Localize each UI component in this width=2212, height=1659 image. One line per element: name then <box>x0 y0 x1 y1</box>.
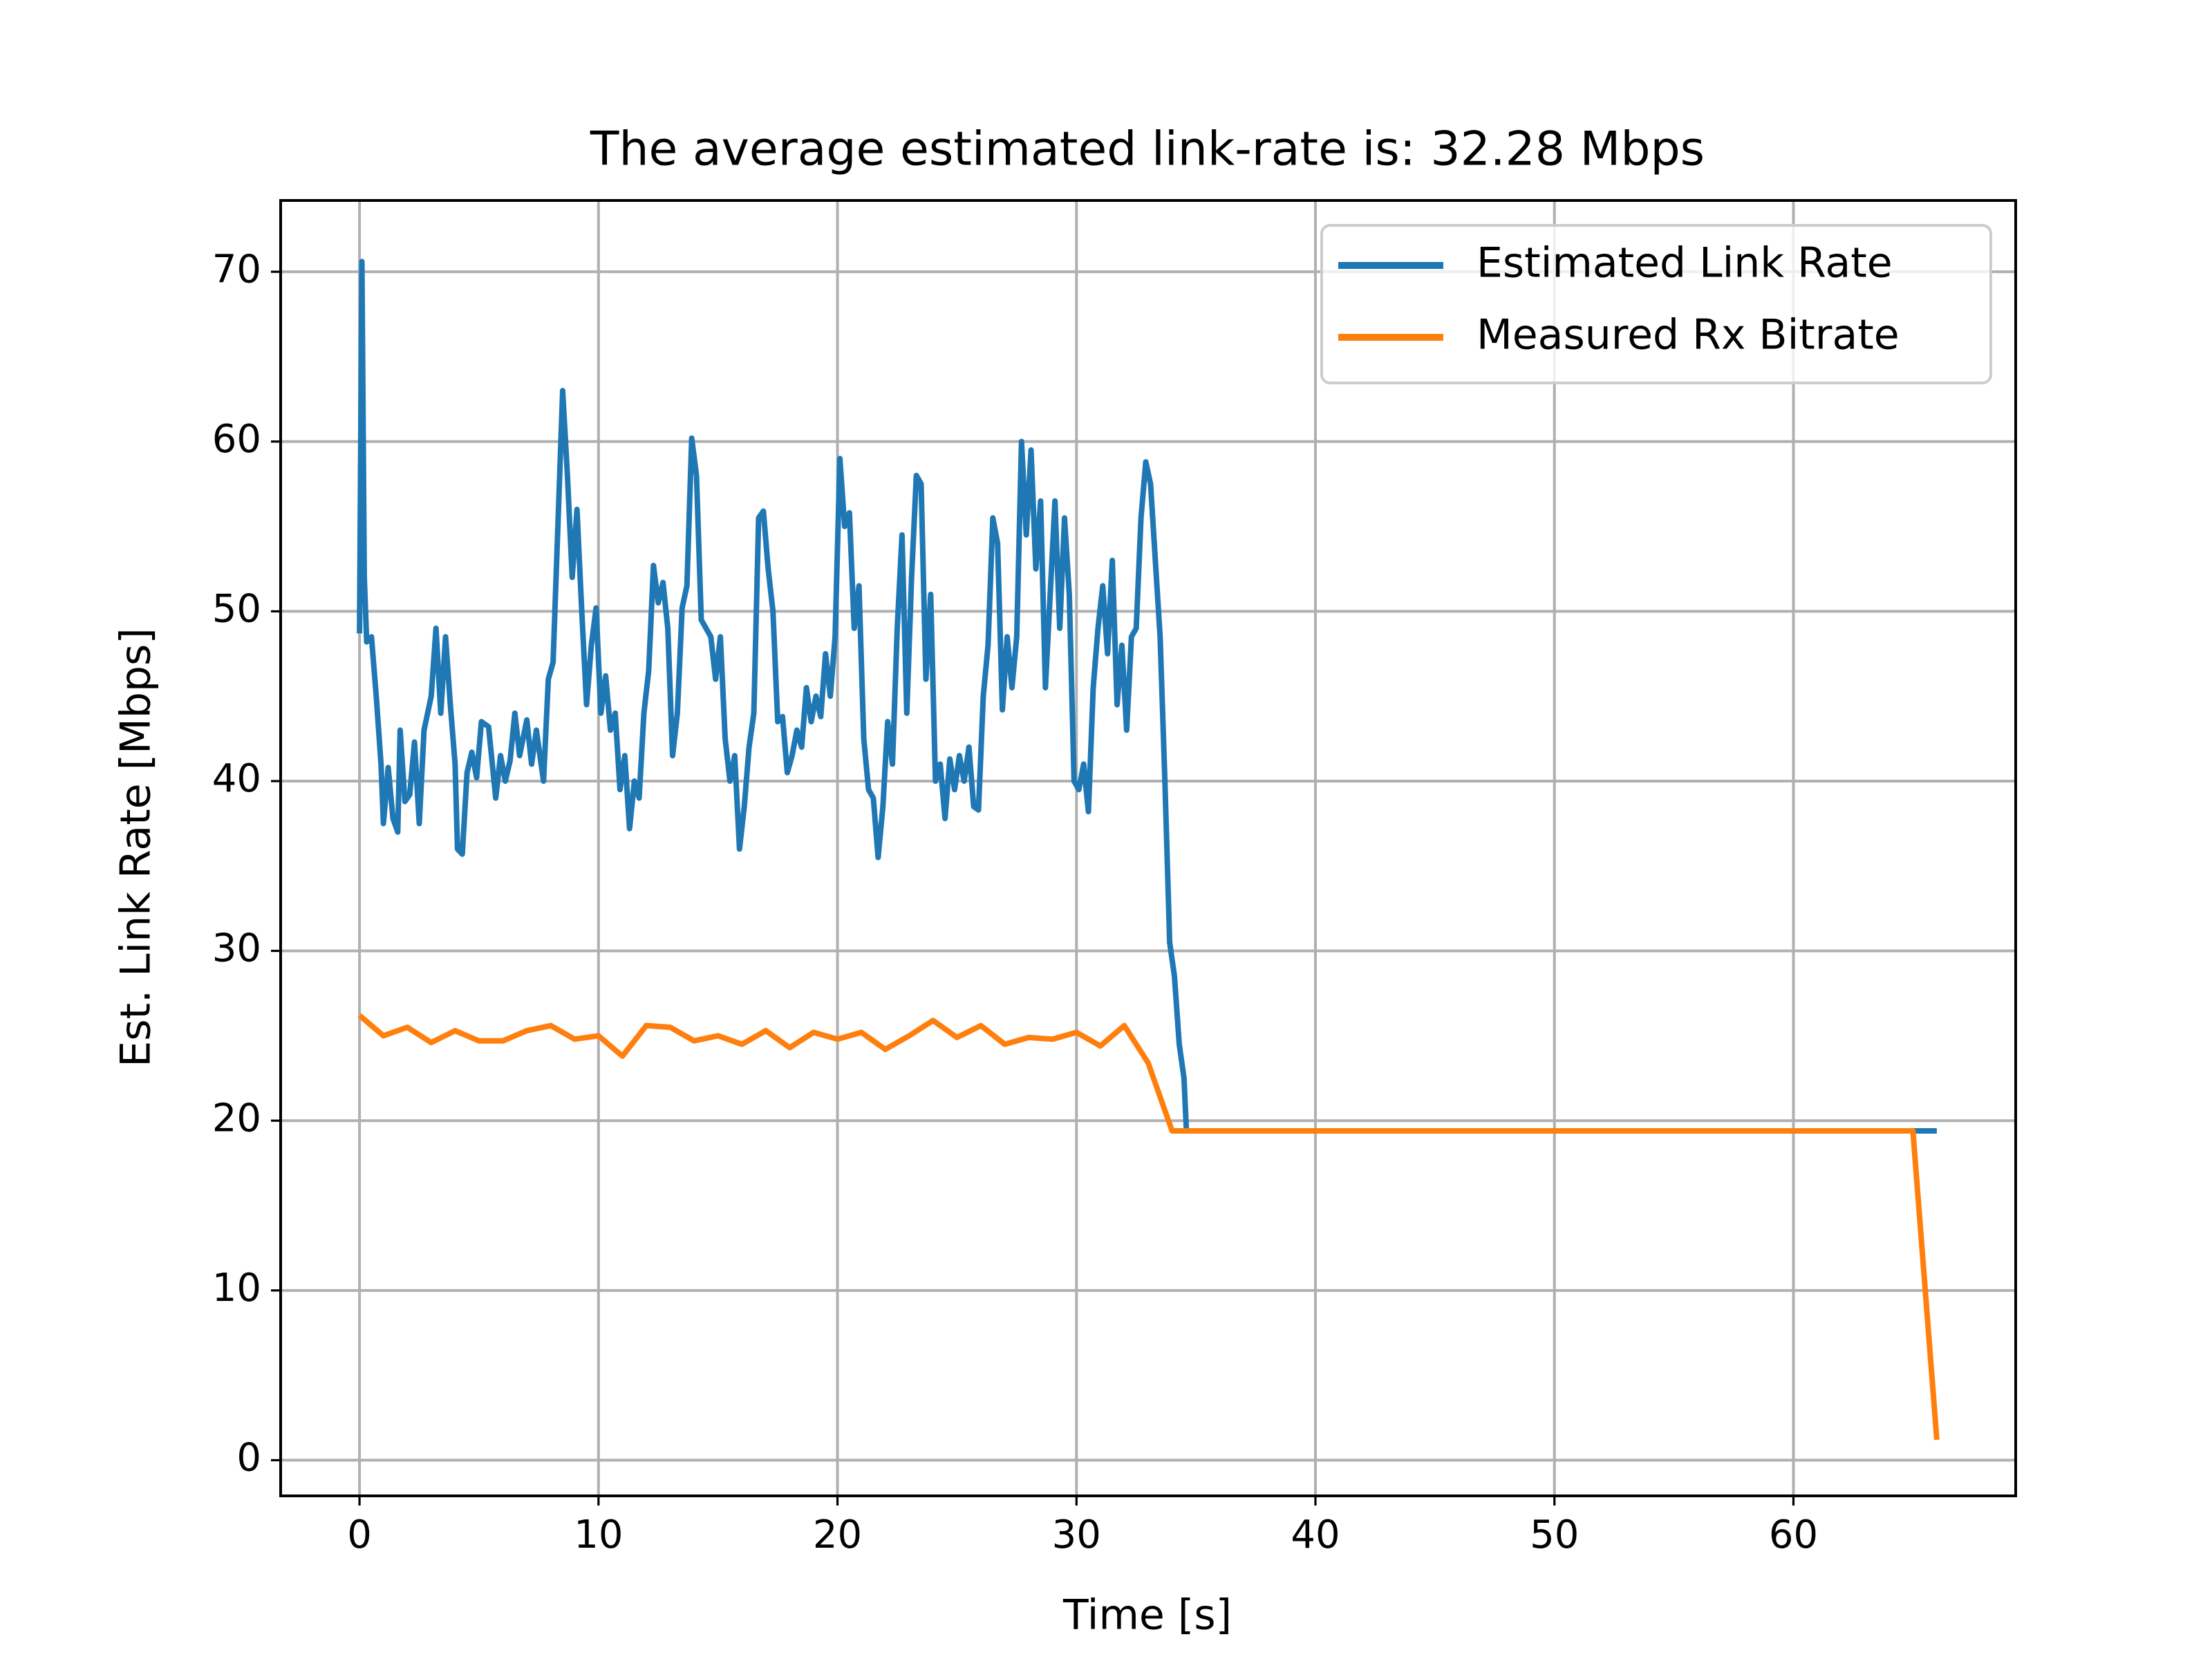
x-tick-label: 60 <box>1769 1512 1818 1557</box>
y-axis-label: Est. Link Rate [Mbps] <box>112 628 160 1067</box>
y-tick-label: 60 <box>212 417 261 462</box>
x-tick-label: 40 <box>1291 1512 1340 1557</box>
legend-box <box>1320 224 1992 384</box>
y-tick-label: 0 <box>236 1436 261 1481</box>
x-tick-label: 10 <box>574 1512 623 1557</box>
y-tick-label: 40 <box>212 756 261 801</box>
legend: Estimated Link Rate Measured Rx Bitrate <box>1320 224 1992 384</box>
y-tick-label: 10 <box>212 1266 261 1311</box>
x-axis-label: Time [s] <box>1062 1591 1232 1640</box>
y-tick-label: 30 <box>212 926 261 971</box>
y-tick-label: 20 <box>212 1096 261 1141</box>
plot-frame <box>279 199 2017 1497</box>
x-tick-label: 50 <box>1530 1512 1579 1557</box>
legend-label: Estimated Link Rate <box>1477 239 1893 288</box>
y-tick-label: 70 <box>212 247 261 292</box>
x-tick-label: 30 <box>1052 1512 1101 1557</box>
data-line <box>357 1013 1940 1441</box>
chart-title: The average estimated link-rate is: 32.2… <box>590 122 1705 177</box>
y-tick-label: 50 <box>212 587 261 632</box>
data-line <box>357 259 1937 1134</box>
legend-label: Measured Rx Bitrate <box>1477 311 1900 359</box>
x-tick-label: 0 <box>347 1512 372 1557</box>
x-tick-label: 20 <box>813 1512 862 1557</box>
